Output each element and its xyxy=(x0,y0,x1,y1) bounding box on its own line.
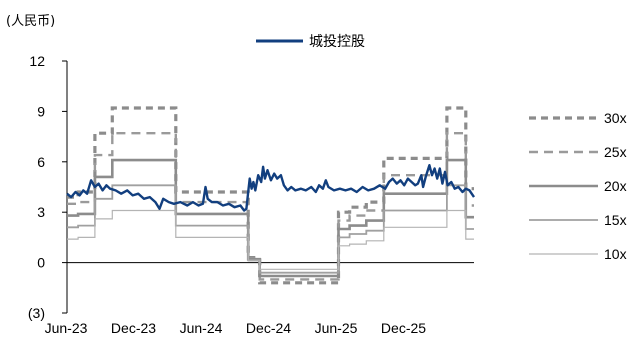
y-tick-label: (3) xyxy=(28,305,45,321)
x-tick-label: Dec-23 xyxy=(111,320,156,336)
price-line-group xyxy=(66,163,475,212)
x-tick-label: Jun-25 xyxy=(315,320,358,336)
y-tick-label: 9 xyxy=(37,103,45,119)
band-legend: 30x 25x 20x 15x 10x xyxy=(529,110,627,262)
price-legend: 城投控股 xyxy=(256,33,365,49)
band-line-15x xyxy=(67,184,474,274)
axes: 12 9 6 3 0 (3)Jun-23 Dec-23 Jun-24 Dec-24 Jun-25 D… xyxy=(28,53,474,336)
y-tick-label: 3 xyxy=(37,204,45,220)
price-line xyxy=(66,163,475,212)
band-line-25x xyxy=(67,132,474,281)
band-line-30x xyxy=(67,106,474,285)
pe-bands xyxy=(67,106,474,285)
y-tick-label: 12 xyxy=(29,53,45,69)
x-tick-label: Dec-24 xyxy=(246,320,291,336)
band-line-20x xyxy=(67,158,474,278)
band-legend-label-20x: 20x xyxy=(604,178,627,194)
band-legend-label-25x: 25x xyxy=(604,144,627,160)
y-tick-label: 0 xyxy=(37,255,45,271)
x-tick-label: Jun-23 xyxy=(45,320,88,336)
band-legend-label-10x: 10x xyxy=(604,246,627,262)
x-tick-label: Dec-25 xyxy=(381,320,426,336)
price-legend-label: 城投控股 xyxy=(309,33,365,49)
x-tick-label: Jun-24 xyxy=(180,320,223,336)
band-legend-label-15x: 15x xyxy=(604,212,627,228)
y-tick-label: 6 xyxy=(37,154,45,170)
unit-label: (人民币) xyxy=(6,14,55,29)
band-legend-label-30x: 30x xyxy=(604,110,627,126)
band-line-10x xyxy=(67,209,474,270)
